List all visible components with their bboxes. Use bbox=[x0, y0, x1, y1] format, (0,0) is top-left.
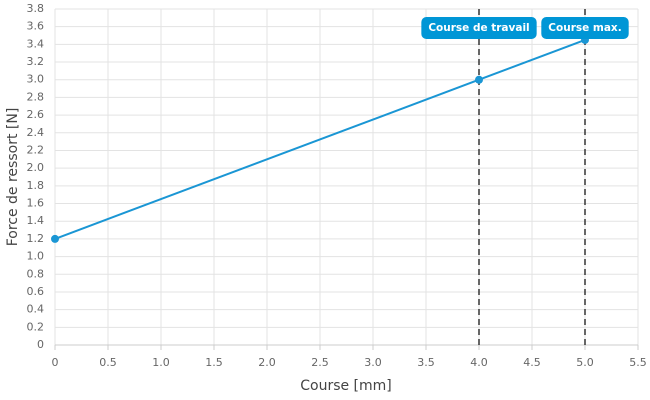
y-tick-label: 3.6 bbox=[27, 20, 45, 33]
x-tick-label: 3.5 bbox=[417, 356, 435, 369]
x-tick-label: 2.0 bbox=[258, 356, 276, 369]
x-tick-label: 1.5 bbox=[205, 356, 223, 369]
data-point bbox=[51, 234, 59, 243]
x-tick-label: 2.5 bbox=[311, 356, 329, 369]
y-tick-label: 1.6 bbox=[27, 197, 45, 210]
x-tick-label: 3.0 bbox=[364, 356, 382, 369]
x-tick-label: 5.5 bbox=[629, 356, 647, 369]
y-tick-label: 2.4 bbox=[27, 126, 45, 139]
annotation: Course de travail bbox=[421, 17, 537, 39]
y-tick-label: 2.6 bbox=[27, 108, 45, 121]
y-axis-title: Force de ressort [N] bbox=[5, 108, 21, 247]
annotation-box bbox=[421, 17, 537, 39]
x-tick-label: 4.0 bbox=[470, 356, 488, 369]
y-tick-label: 1.4 bbox=[27, 214, 45, 227]
annotation-label: Course de travail bbox=[428, 22, 529, 34]
x-tick-label: 0 bbox=[52, 356, 59, 369]
y-tick-label: 0.8 bbox=[27, 267, 45, 280]
data-point bbox=[475, 75, 483, 84]
annotation-box bbox=[541, 17, 629, 39]
y-tick-label: 0.6 bbox=[27, 285, 45, 298]
x-tick-label: 0.5 bbox=[99, 356, 117, 369]
y-tick-label: 3.2 bbox=[27, 55, 45, 68]
y-tick-label: 2.2 bbox=[27, 143, 45, 156]
x-axis-title: Course [mm] bbox=[300, 378, 392, 394]
annotation: Course max. bbox=[541, 17, 629, 39]
y-tick-label: 0 bbox=[37, 338, 44, 351]
y-tick-label: 2.0 bbox=[27, 161, 45, 174]
annotation-label: Course max. bbox=[548, 22, 621, 34]
y-tick-label: 3.4 bbox=[27, 37, 45, 50]
y-tick-label: 2.8 bbox=[27, 90, 45, 103]
x-tick-label: 4.5 bbox=[523, 356, 541, 369]
y-tick-label: 3.0 bbox=[27, 73, 45, 86]
x-tick-label: 1.0 bbox=[152, 356, 170, 369]
y-tick-label: 1.2 bbox=[27, 232, 45, 245]
y-tick-label: 0.4 bbox=[27, 303, 45, 316]
y-tick-label: 1.0 bbox=[27, 250, 45, 263]
y-tick-label: 1.8 bbox=[27, 179, 45, 192]
y-tick-label: 3.8 bbox=[27, 2, 45, 15]
y-tick-label: 0.2 bbox=[27, 320, 45, 333]
x-tick-label: 5.0 bbox=[576, 356, 594, 369]
